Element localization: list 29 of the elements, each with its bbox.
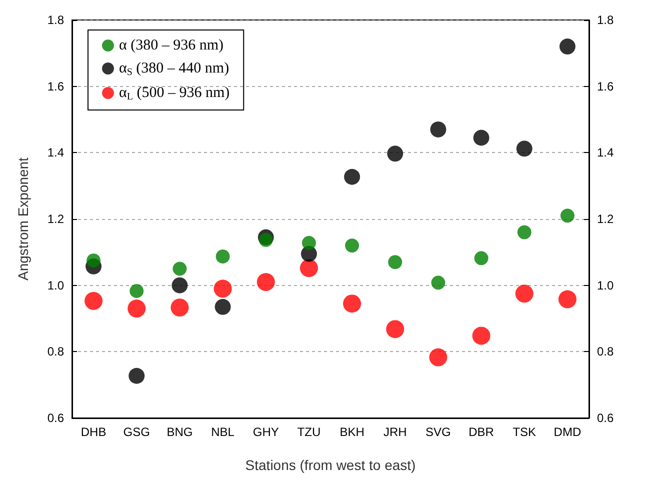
x-tick-label: NBL bbox=[211, 425, 235, 439]
y-tick-label: 1.8 bbox=[47, 13, 64, 27]
y-tick-label: 1.0 bbox=[47, 278, 64, 292]
y-axis-title: Angstrom Exponent bbox=[15, 157, 31, 280]
x-tick-label: GSG bbox=[123, 425, 150, 439]
x-tick-label: DHB bbox=[80, 425, 106, 439]
x-axis-title: Stations (from west to east) bbox=[245, 457, 416, 473]
x-tick-label: DMD bbox=[554, 425, 582, 439]
y-tick-label: 1.6 bbox=[47, 79, 64, 94]
x-tick-label: BNG bbox=[166, 425, 193, 439]
y2-tick-label: 0.8 bbox=[597, 344, 614, 359]
y-tick-label: 1.2 bbox=[47, 212, 64, 226]
x-tick-label: TZU bbox=[297, 425, 321, 439]
x-tick-label: DBR bbox=[468, 425, 494, 439]
y2-tick-label: 1.2 bbox=[597, 212, 614, 226]
legend-label: α (380 – 936 nm) bbox=[119, 38, 224, 54]
y2-tick-label: 1.8 bbox=[597, 13, 614, 27]
x-tick-label: TSK bbox=[512, 425, 536, 439]
y2-tick-label: 1.6 bbox=[597, 79, 614, 94]
x-tick-label: BKH bbox=[340, 425, 364, 439]
y2-tick-label: 0.6 bbox=[597, 411, 614, 425]
y2-tick-label: 1.4 bbox=[597, 146, 614, 160]
y-tick-label: 1.4 bbox=[47, 146, 64, 160]
x-tick-label: SVG bbox=[426, 425, 451, 439]
y-tick-label: 0.8 bbox=[47, 344, 64, 359]
y-tick-label: 0.6 bbox=[47, 411, 64, 425]
x-tick-label: GHY bbox=[252, 425, 279, 439]
y2-tick-label: 1.0 bbox=[597, 278, 614, 292]
x-tick-label: JRH bbox=[383, 425, 407, 439]
